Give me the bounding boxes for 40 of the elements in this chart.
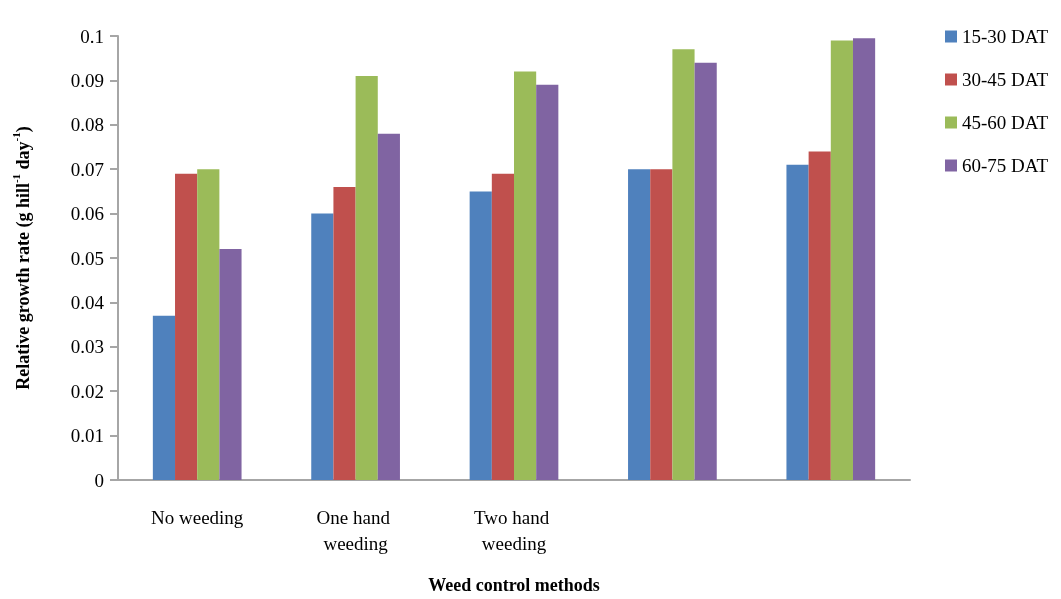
y-tick-label: 0.07 bbox=[70, 158, 104, 180]
bar bbox=[786, 164, 809, 480]
y-tick-label: 0.05 bbox=[70, 247, 104, 269]
y-axis-title: Relative growth rate (g hill-1 day-1) bbox=[9, 126, 34, 390]
y-tick-label: 0.02 bbox=[70, 380, 104, 402]
bar bbox=[333, 186, 356, 480]
bar bbox=[197, 169, 220, 480]
y-tick-label: 0.09 bbox=[70, 69, 104, 91]
y-tick-label: 0.08 bbox=[70, 114, 104, 136]
y-tick-label: 0.06 bbox=[70, 203, 104, 225]
bar bbox=[694, 62, 717, 480]
legend-label: 60-75 DAT bbox=[961, 155, 1049, 176]
legend-label: 30-45 DAT bbox=[961, 69, 1049, 90]
bar bbox=[536, 84, 559, 480]
bar bbox=[491, 173, 514, 480]
x-tick-label: Two hand weeding bbox=[474, 506, 554, 554]
bar bbox=[628, 169, 651, 480]
y-tick-label: 0 bbox=[94, 469, 104, 491]
legend-label: 15-30 DAT bbox=[961, 26, 1049, 47]
y-tick-label: 0.03 bbox=[70, 336, 104, 358]
y-tick-label: 0.01 bbox=[70, 425, 104, 447]
bar bbox=[808, 151, 831, 480]
bar bbox=[514, 71, 537, 480]
x-tick-label: One hand weeding bbox=[316, 506, 395, 554]
bar bbox=[830, 40, 853, 480]
bar bbox=[219, 249, 242, 480]
bar bbox=[355, 75, 378, 480]
bar bbox=[469, 191, 492, 480]
bar bbox=[650, 169, 673, 480]
bar bbox=[152, 315, 176, 480]
x-tick-label: No weeding bbox=[151, 506, 244, 528]
bar bbox=[175, 173, 198, 480]
x-axis-title: Weed control methods bbox=[428, 575, 600, 595]
bar bbox=[672, 49, 695, 480]
bar bbox=[377, 133, 400, 480]
y-tick-label: 0.04 bbox=[70, 291, 105, 313]
bar bbox=[311, 213, 334, 480]
y-tick-label: 0.1 bbox=[80, 25, 104, 47]
bar bbox=[852, 38, 876, 480]
legend-label: 45-60 DAT bbox=[961, 112, 1049, 133]
